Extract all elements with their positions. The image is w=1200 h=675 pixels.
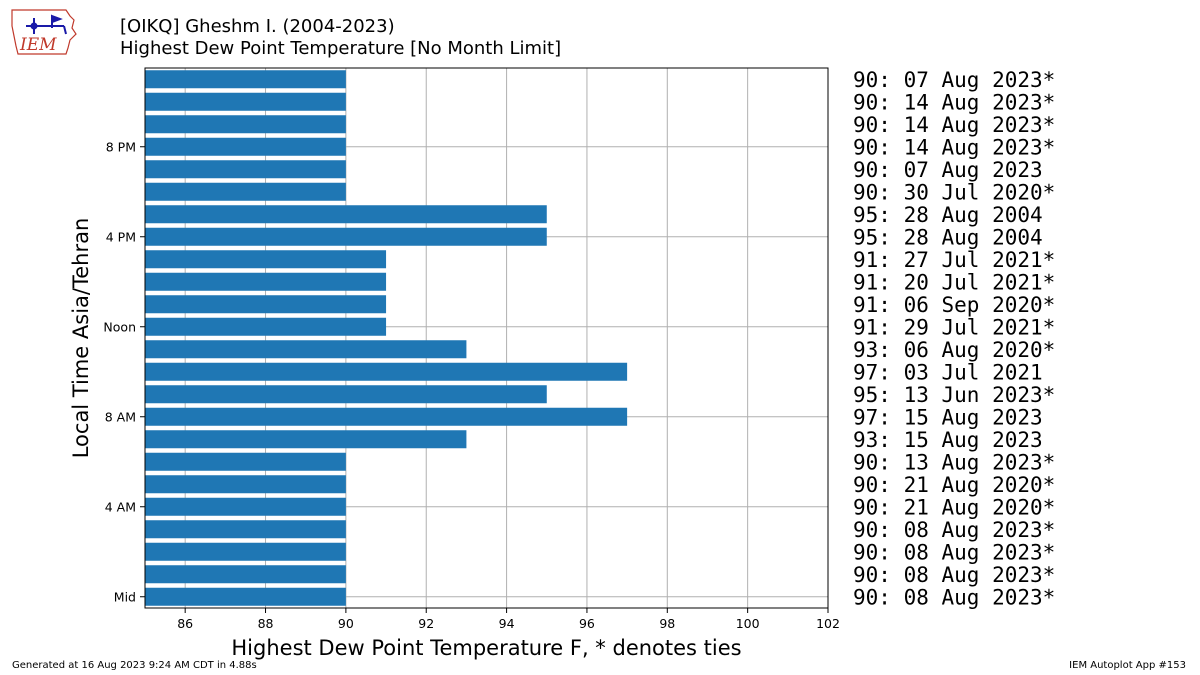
plot-frame: [144, 67, 829, 609]
bar: [145, 497, 346, 516]
bar-value-label: 93: 15 Aug 2023: [853, 428, 1043, 452]
bar-value-label: 90: 08 Aug 2023*: [853, 518, 1055, 542]
x-axis-label: Highest Dew Point Temperature F, * denot…: [231, 636, 741, 660]
bar-value-labels: 90: 08 Aug 2023*90: 08 Aug 2023*90: 08 A…: [853, 68, 1055, 610]
y-tick-label: 8 PM: [106, 139, 136, 154]
bar: [145, 452, 346, 471]
x-tick-label: 90: [338, 616, 354, 631]
y-tick-label: 8 AM: [105, 409, 136, 424]
bar: [145, 137, 346, 156]
bar-value-label: 97: 03 Jul 2021: [853, 360, 1043, 384]
y-tick-label: Mid: [114, 589, 136, 604]
bar-value-label: 90: 08 Aug 2023*: [853, 585, 1055, 609]
x-tick-label: 88: [258, 616, 274, 631]
bar: [145, 182, 346, 201]
bar-value-label: 90: 21 Aug 2020*: [853, 473, 1055, 497]
bar: [145, 92, 346, 111]
title-block: [OIKQ] Gheshm I. (2004-2023) Highest Dew…: [120, 16, 561, 60]
x-tick-label: 96: [579, 616, 595, 631]
bar-value-label: 91: 20 Jul 2021*: [853, 270, 1055, 294]
bar-value-label: 91: 06 Sep 2020*: [853, 293, 1055, 317]
bar: [145, 227, 547, 246]
bar: [145, 70, 346, 89]
logo-text: IEM: [19, 35, 57, 55]
bar-value-label: 90: 30 Jul 2020*: [853, 180, 1055, 204]
bar: [145, 430, 467, 449]
bar-value-label: 90: 08 Aug 2023*: [853, 540, 1055, 564]
bar: [145, 565, 346, 584]
bar-value-label: 90: 14 Aug 2023*: [853, 113, 1055, 137]
y-axis-ticks: Mid 4 AM 8 AM Noon 4 PM 8 PM: [103, 139, 145, 604]
bar-value-label: 90: 07 Aug 2023*: [853, 68, 1055, 92]
x-tick-label: 98: [659, 616, 675, 631]
x-tick-label: 100: [736, 616, 760, 631]
bar-value-label: 95: 13 Jun 2023*: [853, 383, 1055, 407]
bar-value-label: 90: 08 Aug 2023*: [853, 563, 1055, 587]
y-tick-label: Noon: [103, 319, 136, 334]
bar: [145, 317, 387, 336]
bar-value-label: 97: 15 Aug 2023: [853, 405, 1043, 429]
generated-note: Generated at 16 Aug 2023 9:24 AM CDT in …: [12, 660, 257, 671]
bar-value-label: 90: 13 Aug 2023*: [853, 450, 1055, 474]
bar-value-label: 95: 28 Aug 2004: [853, 203, 1043, 227]
bar: [145, 250, 387, 269]
bar: [145, 272, 387, 291]
y-tick-label: 4 AM: [105, 499, 136, 514]
bar-value-label: 93: 06 Aug 2020*: [853, 338, 1055, 362]
bar: [145, 587, 346, 606]
app-note: IEM Autoplot App #153: [1069, 660, 1186, 671]
weather-station-icon: [26, 14, 67, 35]
bar: [145, 542, 346, 561]
bar: [145, 362, 628, 381]
bar-value-label: 90: 14 Aug 2023*: [853, 90, 1055, 114]
x-tick-label: 94: [499, 616, 515, 631]
bar-value-label: 90: 07 Aug 2023: [853, 158, 1043, 182]
bar: [145, 115, 346, 134]
bar: [145, 407, 628, 426]
bar-value-label: 91: 27 Jul 2021*: [853, 248, 1055, 272]
bar-value-label: 90: 21 Aug 2020*: [853, 495, 1055, 519]
x-axis-ticks: 86 88 90 92 94 96 98 100 102: [177, 608, 840, 631]
x-tick-label: 86: [177, 616, 193, 631]
bar: [145, 160, 346, 179]
bar: [145, 340, 467, 359]
y-axis-label: Local Time Asia/Tehran: [69, 218, 93, 459]
bar: [145, 205, 547, 224]
bar: [145, 385, 547, 404]
bar-value-label: 95: 28 Aug 2004: [853, 225, 1043, 249]
iem-logo: IEM: [11, 9, 77, 55]
x-tick-label: 92: [418, 616, 434, 631]
bar-value-label: 91: 29 Jul 2021*: [853, 315, 1055, 339]
chart-title: [OIKQ] Gheshm I. (2004-2023): [120, 16, 395, 37]
bar: [145, 520, 346, 539]
bar: [145, 475, 346, 494]
bar: [145, 295, 387, 314]
bars: [145, 70, 628, 606]
iowa-outline-icon: [11, 9, 77, 55]
x-tick-label: 102: [816, 616, 840, 631]
y-tick-label: 4 PM: [106, 229, 136, 244]
bar-value-label: 90: 14 Aug 2023*: [853, 135, 1055, 159]
chart-subtitle: Highest Dew Point Temperature [No Month …: [120, 38, 562, 59]
